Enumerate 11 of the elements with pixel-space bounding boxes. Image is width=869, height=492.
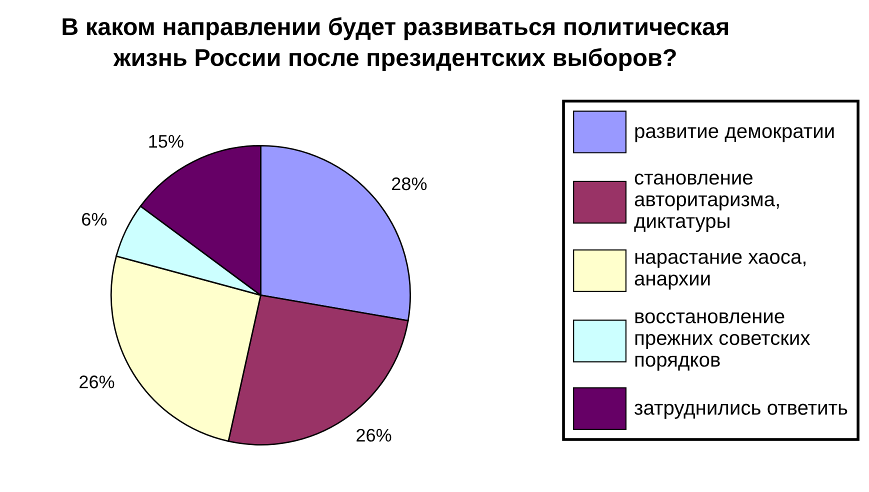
legend-label: восстановление прежних советских порядков xyxy=(635,312,810,371)
data-label: 15% xyxy=(149,135,184,148)
chart-title: В каком направлении будет развиваться политическая жизнь России после президентских выборов? xyxy=(62,17,728,71)
legend-label: нарастание хаоса, анархии xyxy=(634,252,806,290)
legend-label: становление авторитаризма, диктатуры xyxy=(634,174,779,232)
legend-label: затруднились ответить xyxy=(634,404,848,419)
data-label: 26% xyxy=(356,428,392,442)
legend-label: развитие демократии xyxy=(635,127,834,142)
data-label: 26% xyxy=(80,376,114,388)
data-label: 6% xyxy=(82,212,107,226)
data-label: 28% xyxy=(392,177,427,190)
